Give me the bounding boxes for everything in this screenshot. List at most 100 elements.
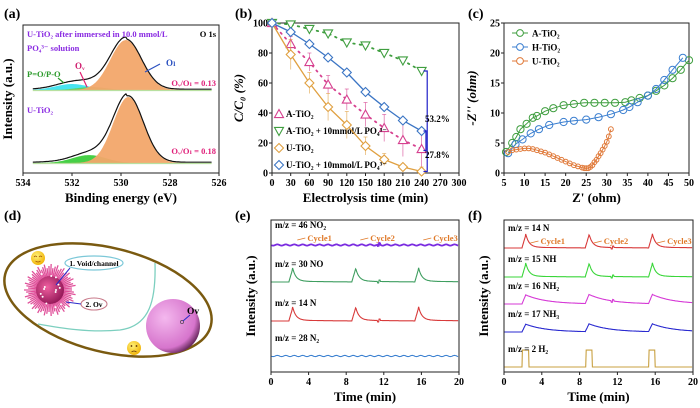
annotation-53: 53.2% [425,114,450,124]
void-channel-label: 1. Void/channel [69,259,118,268]
data-point [416,166,427,177]
x-tick-label: 150 [358,178,373,189]
x-tick-label: 180 [377,178,392,189]
x-tick-label: 30 [602,178,612,189]
data-point [378,122,390,133]
vacancy-dot [43,285,46,288]
solid-sphere [146,299,200,353]
ms-trace [504,323,693,333]
data-point [660,81,669,90]
data-point [522,119,531,128]
bracket-27 [423,130,427,152]
ms-trace [271,354,459,358]
data-point [322,29,334,40]
trace-label: m/z = 28 N₂ [275,333,319,343]
ov-label: Oᵥ [75,61,85,71]
data-point [606,110,615,119]
series-line [271,22,423,150]
data-point [590,98,599,107]
bracket-53 [423,70,428,173]
sample-label-line2: PO₄³⁻ solution [27,43,80,53]
vacancy-dot [40,273,43,276]
vacancy-dot [54,276,57,279]
data-point [397,56,409,67]
legend-entry: A-TiO₂ [532,29,560,39]
series-line [505,59,690,153]
x-tick-label: 526 [212,178,227,189]
x-tick-label: 10 [520,178,530,189]
outer-ellipse [3,242,213,358]
data-point [303,56,315,67]
legend-marker [273,159,285,171]
vacancy-dot [55,289,57,291]
ratio-label: Oᵥ/Oₗ = 0.18 [171,146,216,156]
data-point [676,65,685,74]
x-tick-label: 12 [379,377,389,388]
legend-entry: H-TiO₂ [532,43,560,53]
legend-marker [273,108,285,119]
vacancy-dot [39,292,42,295]
ms-trace [504,349,693,368]
data-point [341,67,353,78]
data-point [360,86,371,98]
legend-marker [273,126,285,137]
data-point [397,161,409,173]
y-tick-label: 15 [490,79,500,90]
data-point [341,38,353,49]
x-axis-title: Time (min) [567,389,629,404]
x-tick-label: 40 [643,178,653,189]
vacancy-dot [59,303,62,306]
cycle-label: Cycle2 [370,233,395,243]
x-tick-label: 5 [502,178,507,189]
ov-urchin-arrow [65,301,82,305]
panel-label-e: (e) [235,209,251,224]
data-point [304,38,315,50]
legend-marker [516,29,524,37]
data-point [341,119,353,131]
x-tick-label: 20 [688,377,698,388]
panel-label-a: (a) [4,7,21,22]
data-point [545,120,554,130]
happy-emoji-icon [31,251,45,265]
trace-label: m/z = 14 N [508,223,550,233]
y-tick-label: 60 [258,79,268,90]
legend-marker [516,43,524,51]
data-point [416,125,427,137]
legend-entry: U-TiO₂ [532,57,560,67]
data-point [378,101,390,113]
data-point [660,75,669,85]
data-point [532,111,541,121]
cycle-arrow [530,240,539,244]
trace-label: m/z = 17 NH₃ [508,309,559,319]
ms-trace [271,267,459,284]
data-point [304,77,315,89]
data-point [378,154,390,165]
trace-label: m/z = 15 NH [508,254,556,264]
x-tick-label: 25 [581,178,591,189]
y-axis-title: C/C₀ (%) [231,74,246,122]
x-tick-label: 8 [344,377,349,388]
data-point [322,52,334,63]
x-tick-label: 4 [539,377,544,388]
x-tick-label: 270 [433,178,448,189]
data-point [360,108,371,119]
sad-emoji-icon [127,341,141,355]
void-label-bubble [64,255,124,271]
x-tick-label: 0 [269,377,274,388]
data-point [534,125,544,134]
y-tick-label: 10 [490,109,500,120]
data-point [541,107,550,116]
y-axis-title: Intensity (a.u.) [0,58,15,139]
data-point [526,129,535,138]
sample-label: U-TiO₂ after immersed in 10.0 mmol/L [27,29,168,39]
x-tick-label: 90 [323,178,333,189]
panel-a-xps: 534 532 530 528 526 Binding energy (eV) Intens… [0,24,227,205]
x-tick-label: 16 [650,377,660,388]
ms-trace [504,293,693,305]
panel-label-b: (b) [235,7,252,22]
ov-arrow [79,71,88,88]
sample-label: U-TiO₂ [27,105,53,115]
x-tick-label: 300 [452,178,467,189]
cycle-arrow [360,237,369,241]
